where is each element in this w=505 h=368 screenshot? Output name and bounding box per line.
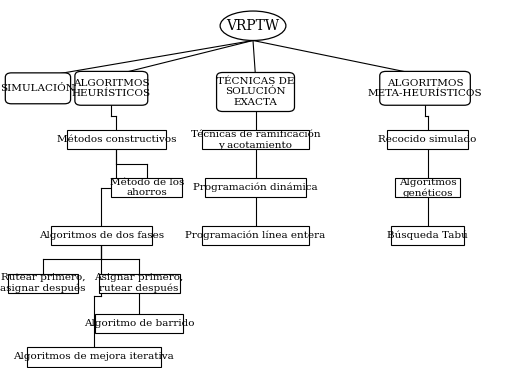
Text: Algoritmos
genéticos: Algoritmos genéticos [398,178,456,198]
Text: Métodos constructivos: Métodos constructivos [57,135,176,144]
FancyBboxPatch shape [216,72,294,112]
Ellipse shape [220,11,285,40]
FancyBboxPatch shape [5,73,71,104]
Bar [98,274,179,293]
Bar [390,226,464,245]
Text: Algoritmos de mejora iterativa: Algoritmos de mejora iterativa [13,353,174,361]
Bar [386,130,467,149]
Bar [202,130,308,149]
Text: Programación dinámica: Programación dinámica [193,183,317,192]
Bar [202,226,308,245]
Bar [50,226,152,245]
FancyBboxPatch shape [379,71,470,105]
Bar [111,178,182,197]
Text: Algoritmos de dos fases: Algoritmos de dos fases [38,231,164,240]
FancyBboxPatch shape [75,71,147,105]
Bar [8,274,78,293]
Bar [394,178,460,197]
Text: SIMULACIÓN: SIMULACIÓN [1,84,75,93]
Bar [95,314,183,333]
Text: ALGORITMOS
META-HEURÍSTICOS: ALGORITMOS META-HEURÍSTICOS [367,79,481,98]
Text: Técnicas de ramificación
y acotamiento: Técnicas de ramificación y acotamiento [190,130,320,149]
Bar [67,130,166,149]
Text: Recocido simulado: Recocido simulado [378,135,476,144]
Text: Rutear primero,
asignar después: Rutear primero, asignar después [1,273,85,293]
Text: Búsqueda Tabú: Búsqueda Tabú [386,231,467,240]
Bar [205,178,306,197]
Text: TÉCNICAS DE
SOLUCIÓN
EXACTA: TÉCNICAS DE SOLUCIÓN EXACTA [217,77,293,107]
Text: Programación línea entera: Programación línea entera [185,231,325,240]
Text: Asignar primero,
rutear después: Asignar primero, rutear después [94,273,183,293]
Bar [26,347,161,367]
Text: Método de los
ahorros: Método de los ahorros [110,178,183,197]
Text: Algoritmo de barrido: Algoritmo de barrido [84,319,194,328]
Text: ALGORITMOS
HEURÍSTICOS: ALGORITMOS HEURÍSTICOS [72,79,150,98]
Text: VRPTW: VRPTW [226,19,279,33]
